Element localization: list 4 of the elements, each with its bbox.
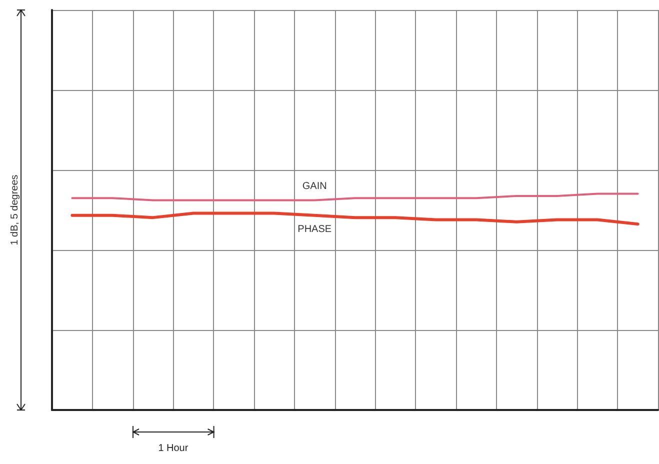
series-label: PHASE: [298, 224, 332, 235]
y-axis-title: 1 dB, 5 degrees: [10, 174, 20, 246]
series-label: GAIN: [302, 180, 327, 192]
text: 1 Hour: [158, 443, 188, 454]
